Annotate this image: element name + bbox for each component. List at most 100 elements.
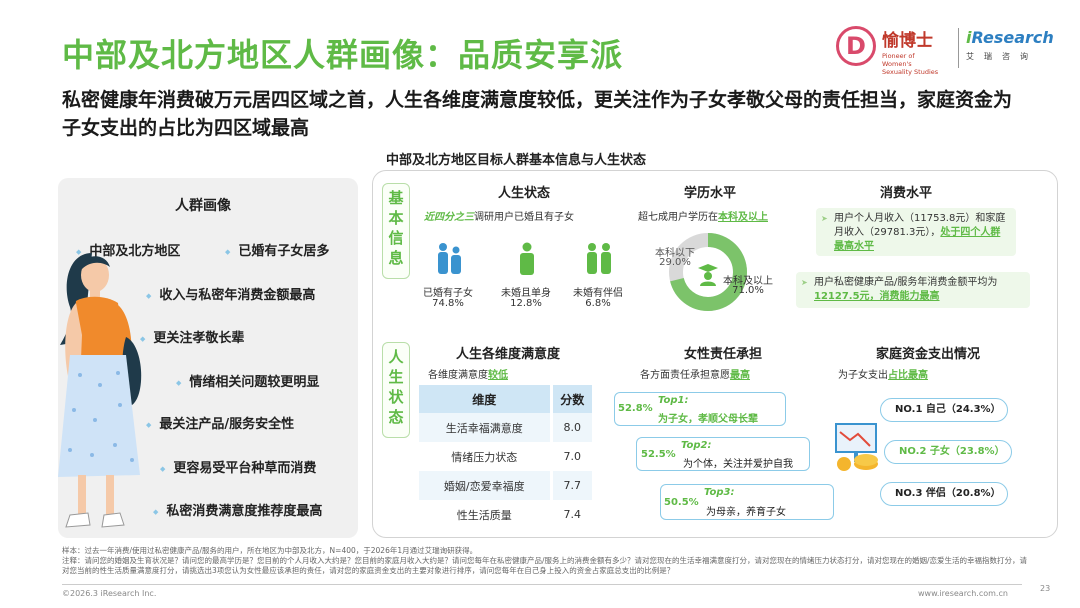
family-funds-header: 家庭资金支出情况 <box>876 347 981 362</box>
tab-char: 态 <box>388 408 404 426</box>
persona-item: 情绪相关问题较更明显 <box>176 371 319 390</box>
tab-char: 生 <box>388 368 404 386</box>
responsibility-top3-text: 为母亲，养育子女 <box>706 507 786 518</box>
persona-item: 私密消费满意度推荐度最高 <box>153 500 322 519</box>
consumption-income-text: 用户个人月收入（11753.8元）和家庭月收入（29781.3元）， <box>834 213 1006 238</box>
family-funds-rank-3: NO.3 伴侣（20.8%） <box>880 482 1008 506</box>
persona-item: 更容易受平台种草而消费 <box>160 457 316 476</box>
life-status-label: 未婚且单身 <box>501 288 551 299</box>
partner-logo-name: 愉博士 <box>882 31 933 51</box>
iresearch-logo-prefix: i <box>966 28 972 47</box>
education-above-label: 本科及以上 <box>723 276 773 287</box>
footer-divider <box>62 584 1022 585</box>
responsibility-top3-tag: Top3: <box>704 487 735 498</box>
partner-logo-mark-icon: D <box>836 26 876 66</box>
logo-divider <box>958 28 959 68</box>
responsibility-note-em: 最高 <box>730 370 750 381</box>
tab-char: 人 <box>388 348 404 366</box>
persona-item: 更关注孝敬长辈 <box>140 327 244 346</box>
iresearch-logo-cn: 艾瑞咨询 <box>966 52 1038 61</box>
responsibility-top3-pct: 50.5% <box>664 497 699 508</box>
footnote: 样本：过去一年消费/使用过私密健康产品/服务的用户，所在地区为中部及北方，N=4… <box>62 546 1028 575</box>
consumption-income-em: 处于四个人群最高水平 <box>834 227 1001 252</box>
table-header-row: 维度 分数 <box>419 385 592 413</box>
single-person-icon <box>520 242 534 275</box>
consumption-spend-em: 12127.5元，消费能力最高 <box>814 291 940 302</box>
satisfaction-note: 各维度满意度较低 <box>428 366 508 381</box>
table-header-score: 分数 <box>549 385 592 413</box>
consumption-header: 消费水平 <box>880 186 933 201</box>
life-status-pct: 12.8% <box>510 298 542 309</box>
responsibility-top3 <box>660 484 834 520</box>
table-cell-dimension: 情绪压力状态 <box>419 442 552 471</box>
woman-illustration-icon <box>58 253 142 528</box>
life-status-note: 近四分之三调研用户已婚且有子女 <box>424 208 574 223</box>
family-funds-note-em: 占比最高 <box>888 370 928 381</box>
responsibility-top2-pct: 52.5% <box>641 449 676 460</box>
tab-char: 基 <box>388 189 404 207</box>
footer-website: www.iresearch.com.cn <box>918 589 1008 598</box>
life-status-note-text: 调研用户已婚且有子女 <box>474 212 574 223</box>
couple-icon <box>587 243 611 274</box>
satisfaction-note-text: 各维度满意度 <box>428 370 488 381</box>
family-funds-note: 为子女支出占比最高 <box>838 366 928 381</box>
tab-char: 信 <box>388 229 404 247</box>
page-number: 23 <box>1040 584 1051 593</box>
partner-logo: D 愉博士 Pioneer of Women's Sexuality Studi… <box>836 22 956 78</box>
table-cell-score: 7.4 <box>549 500 592 529</box>
responsibility-note: 各方面责任承担意愿最高 <box>640 366 750 381</box>
table-cell-score: 8.0 <box>549 413 592 442</box>
education-below-label: 本科以下 <box>655 248 695 259</box>
page-title: 中部及北方地区人群画像：品质安享派 <box>62 36 624 74</box>
tab-char: 本 <box>388 209 404 227</box>
life-status-pct: 6.8% <box>585 298 611 309</box>
satisfaction-note-em: 较低 <box>488 370 508 381</box>
education-note-text: 超七成用户学历在 <box>638 212 718 223</box>
persona-panel-title: 人群画像 <box>175 198 231 214</box>
partner-logo-tagline: Pioneer of Women's Sexuality Studies <box>882 52 939 76</box>
education-above-arc <box>669 233 747 311</box>
table-row: 生活幸福满意度 8.0 <box>419 413 592 442</box>
responsibility-top2-tag: Top2: <box>681 440 712 451</box>
responsibility-top1 <box>614 392 786 426</box>
education-note-em: 本科及以上 <box>718 212 768 223</box>
life-status-header: 人生状态 <box>498 186 551 201</box>
education-note: 超七成用户学历在本科及以上 <box>638 208 768 223</box>
money-chart-icon <box>835 423 878 471</box>
table-cell-score: 7.7 <box>549 471 592 500</box>
table-row: 婚姻/恋爱幸福度 7.7 <box>419 471 592 500</box>
table-cell-dimension: 性生活质量 <box>419 500 552 529</box>
education-below-pct: 29.0% <box>659 257 691 268</box>
responsibility-top1-pct: 52.8% <box>618 403 653 414</box>
table-row: 性生活质量 7.4 <box>419 500 592 529</box>
responsibility-top2 <box>636 437 810 471</box>
life-status-label: 已婚有子女 <box>423 288 473 299</box>
life-status-label: 未婚有伴侣 <box>573 288 623 299</box>
satisfaction-header: 人生各维度满意度 <box>456 347 561 362</box>
responsibility-top1-text: 为子女，孝顺父母长辈 <box>658 414 758 425</box>
family-funds-rank-2: NO.2 子女（23.8%） <box>884 440 1012 464</box>
consumption-spend-text: 用户私密健康产品/服务年消费金额平均为 <box>814 277 998 288</box>
family-icon <box>438 243 461 274</box>
table-cell-dimension: 婚姻/恋爱幸福度 <box>419 471 552 500</box>
responsibility-top2-text: 为个体，关注并爱护自我 <box>683 459 793 470</box>
consumption-income-box: 用户个人月收入（11753.8元）和家庭月收入（29781.3元），处于四个人群… <box>816 208 1016 256</box>
tab-basic-info: 基 本 信 息 <box>382 183 410 279</box>
persona-item: 收入与私密年消费金额最高 <box>146 284 315 303</box>
persona-region: 中部及北方地区 <box>76 240 180 259</box>
responsibility-top1-tag: Top1: <box>658 395 689 406</box>
iresearch-logo-name: Research <box>971 28 1054 47</box>
life-status-note-em: 近四分之三 <box>424 212 474 223</box>
education-donut-chart <box>669 233 747 311</box>
responsibility-header: 女性责任承担 <box>684 347 763 362</box>
table-header-dimension: 维度 <box>419 385 552 413</box>
section-title: 中部及北方地区目标人群基本信息与人生状态 <box>386 153 647 168</box>
graduate-icon <box>698 264 718 286</box>
tab-char: 状 <box>388 388 404 406</box>
education-header: 学历水平 <box>684 186 737 201</box>
persona-item: 最关注产品/服务安全性 <box>146 413 294 432</box>
responsibility-note-text: 各方面责任承担意愿 <box>640 370 730 381</box>
table-cell-score: 7.0 <box>549 442 592 471</box>
iresearch-logo: iResearch 艾瑞咨询 <box>966 28 1054 62</box>
family-funds-rank-1: NO.1 自己（24.3%） <box>880 398 1008 422</box>
